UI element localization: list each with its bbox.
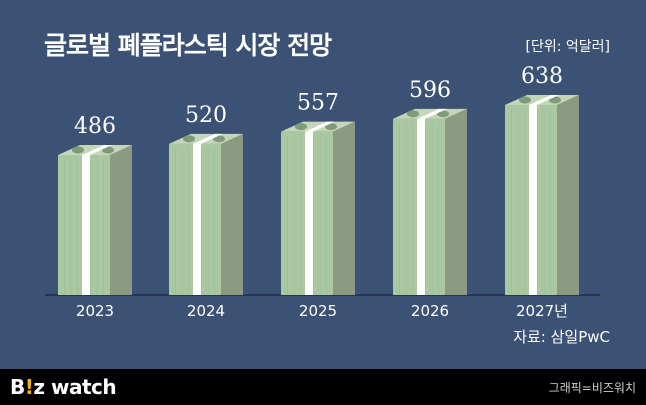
money-stack-icon	[102, 146, 114, 154]
bar-side-2027년	[557, 95, 579, 295]
bizwatch-logo: B!z watch	[10, 375, 117, 399]
money-stack-icon	[437, 110, 449, 118]
unit-label: [단위: 억달러]	[525, 39, 611, 55]
money-stack-icon	[183, 135, 195, 143]
bar-band-top	[193, 133, 223, 144]
chart-title: 글로벌 폐플라스틱 시장 전망	[44, 31, 332, 60]
tick-label-2027년: 2027년	[516, 302, 568, 320]
bar-side-2023	[110, 145, 132, 295]
bar-band	[417, 118, 425, 295]
data-label-2024: 520	[185, 103, 227, 128]
money-stack-icon	[72, 146, 84, 154]
bar-side-2026	[445, 108, 467, 295]
logo-b: B	[10, 375, 25, 399]
tick-label-2024: 2024	[187, 302, 225, 320]
data-label-2026: 596	[409, 78, 451, 103]
money-stack-icon	[213, 135, 225, 143]
money-stack-icon	[519, 96, 531, 104]
data-label-2027년: 638	[521, 64, 563, 89]
bar-band	[305, 131, 313, 295]
data-label-2025: 557	[297, 91, 339, 116]
bar-band	[82, 155, 90, 295]
logo-dot: !	[24, 375, 34, 399]
bar-band-top	[82, 145, 112, 155]
bar-side-2024	[221, 133, 243, 295]
source-label: 자료: 삼일PwC	[513, 328, 610, 346]
logo-rest: z watch	[33, 375, 117, 399]
bar-side-2025	[333, 121, 355, 295]
bar-band	[529, 105, 537, 295]
tick-label-2026: 2026	[411, 302, 449, 320]
bar-band-top	[417, 108, 447, 119]
data-label-2023: 486	[74, 114, 116, 139]
bar-chart: 486 2023 520 2024 557 2025 596 2026 638 2027년	[45, 64, 600, 320]
bar-band-top	[305, 121, 335, 132]
money-stack-icon	[295, 123, 307, 131]
money-stack-icon	[325, 123, 337, 131]
bar-band-top	[529, 95, 559, 105]
tick-label-2023: 2023	[76, 302, 114, 320]
money-stack-icon	[407, 110, 419, 118]
money-stack-icon	[549, 96, 561, 104]
bar-band	[193, 143, 201, 295]
tick-label-2025: 2025	[299, 302, 337, 320]
graphic-credit: 그래픽=비즈워치	[548, 381, 636, 395]
footer-bar: B!z watch 그래픽=비즈워치	[0, 369, 646, 405]
